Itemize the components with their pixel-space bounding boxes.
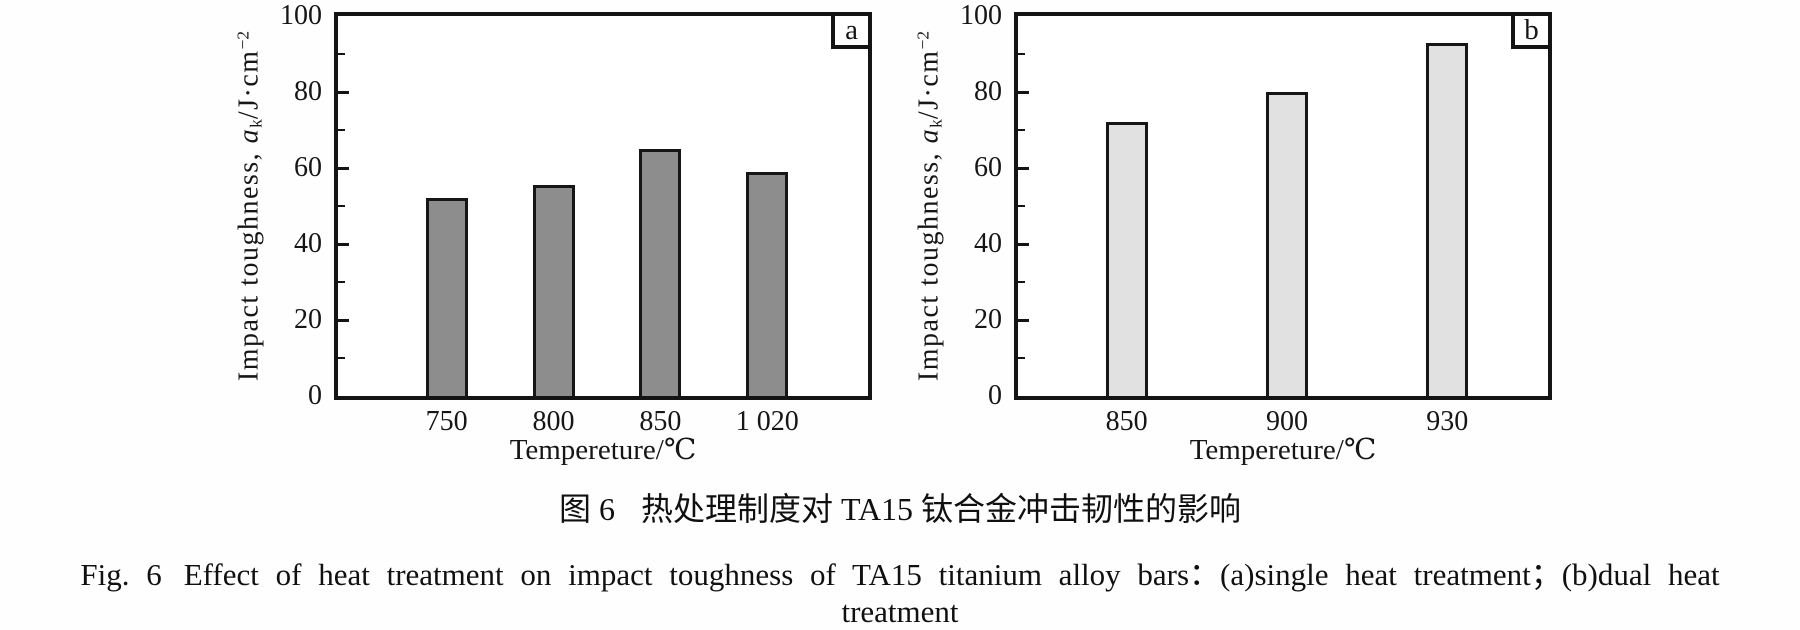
bar-930 [1426, 42, 1469, 396]
x-tick-label-850: 850 [639, 406, 682, 437]
y-minor-tick-30 [1015, 280, 1025, 284]
y-tick-label-0: 0 [308, 380, 322, 411]
plot-area-a: 0 20 40 60 80 100 750 800 850 1 020 [280, 2, 872, 436]
y-tick-label-80: 80 [974, 76, 1002, 107]
figure-number-en: Fig. 6 [80, 557, 162, 592]
y-minor-tick-30 [335, 280, 345, 284]
y-minor-tick-10 [335, 356, 345, 360]
x-tick-label-900: 900 [1265, 406, 1308, 437]
x-axis-title-b: Tempereture/℃ [1189, 434, 1377, 466]
y-major-tick-80 [1015, 90, 1029, 94]
y-axis-title-text: Impact toughness, ak/J·cm−2 [233, 31, 266, 381]
x-tick-label-800: 800 [532, 406, 575, 437]
y-axis-symbol-subscript: k [246, 119, 266, 128]
y-tick-label-60: 60 [294, 152, 322, 183]
figure-caption-zh-text: 热处理制度对 TA15 钛合金冲击韧性的影响 [640, 491, 1242, 527]
x-tick-label-750: 750 [425, 406, 468, 437]
panel-label-b: b [1511, 12, 1552, 49]
bar-800 [532, 185, 575, 396]
figure-caption-english: Fig. 6 Effect of heat treatment on impact… [28, 556, 1772, 630]
y-tick-label-100: 100 [280, 0, 322, 31]
figure-caption-chinese: 图 6 热处理制度对 TA15 钛合金冲击韧性的影响 [0, 490, 1800, 528]
y-axis-title-b: Impact toughness, ak/J·cm−2 [902, 12, 958, 400]
y-tick-label-0: 0 [988, 380, 1002, 411]
y-major-tick-40 [335, 242, 349, 246]
y-major-tick-60 [335, 166, 349, 170]
y-tick-label-40: 40 [294, 228, 322, 259]
y-axis-title-a: Impact toughness, ak/J·cm−2 [222, 12, 278, 400]
y-major-tick-40 [1015, 242, 1029, 246]
x-tick-label-850: 850 [1105, 406, 1148, 437]
y-axis-unit: /J·cm [913, 49, 945, 120]
bar-850 [639, 149, 682, 396]
y-tick-label-20: 20 [974, 304, 1002, 335]
plot-area-b: 0 20 40 60 80 100 850 900 930 [960, 2, 1552, 436]
y-major-tick-80 [335, 90, 349, 94]
y-tick-label-60: 60 [974, 152, 1002, 183]
bar-750 [425, 198, 468, 396]
y-minor-tick-10 [1015, 356, 1025, 360]
bar-1020 [746, 171, 789, 396]
x-tick-label-1020: 1 020 [735, 406, 799, 437]
y-axis-symbol: a [913, 127, 945, 144]
y-minor-tick-50 [335, 204, 345, 208]
y-major-tick-20 [1015, 318, 1029, 322]
y-minor-tick-70 [335, 128, 345, 132]
y-minor-tick-50 [1015, 204, 1025, 208]
y-tick-label-40: 40 [974, 228, 1002, 259]
x-axis-title-a: Tempereture/℃ [509, 434, 697, 466]
y-major-tick-60 [1015, 166, 1029, 170]
bar-900 [1265, 92, 1308, 396]
y-tick-label-80: 80 [294, 76, 322, 107]
y-axis-unit-exponent: −2 [233, 30, 253, 50]
y-axis-unit: /J·cm [233, 49, 265, 120]
y-tick-label-100: 100 [960, 0, 1002, 31]
bar-850 [1105, 122, 1148, 396]
x-tick-label-930: 930 [1426, 406, 1469, 437]
y-minor-tick-70 [1015, 128, 1025, 132]
y-axis-title-prefix: Impact toughness, [913, 143, 945, 382]
panel-label-a: a [831, 12, 872, 49]
y-axis-symbol-subscript: k [926, 119, 946, 128]
figure-caption-en-text: Effect of heat treatment on impact tough… [183, 557, 1720, 630]
figure-number-zh: 图 6 [558, 491, 615, 527]
y-axis-unit-exponent: −2 [913, 30, 933, 50]
y-axis-symbol: a [233, 127, 265, 144]
y-major-tick-20 [335, 318, 349, 322]
y-axis-title-text: Impact toughness, ak/J·cm−2 [913, 31, 946, 381]
y-axis-title-prefix: Impact toughness, [233, 143, 265, 382]
y-minor-tick-90 [335, 52, 345, 56]
y-minor-tick-90 [1015, 52, 1025, 56]
y-tick-label-20: 20 [294, 304, 322, 335]
